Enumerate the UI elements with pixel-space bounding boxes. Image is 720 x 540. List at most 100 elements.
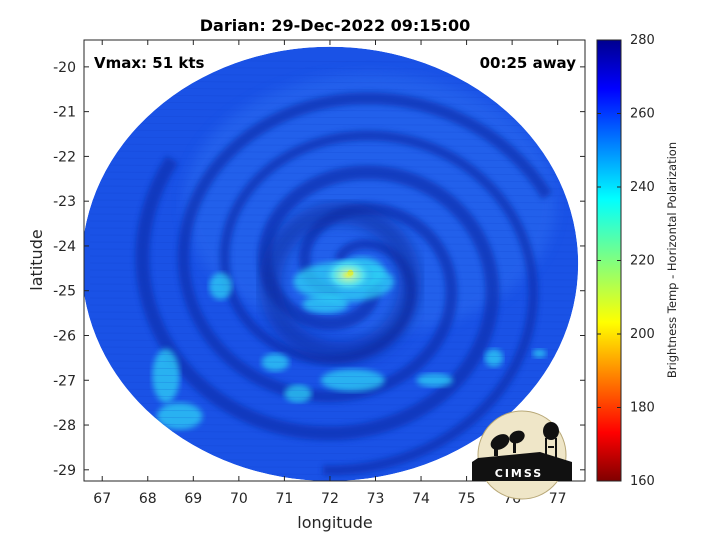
scan-stripe <box>89 262 585 267</box>
x-axis-label: longitude <box>297 513 372 532</box>
colorbar-tick-label: 200 <box>630 327 655 342</box>
scan-stripe <box>89 276 585 281</box>
water-tower-icon <box>543 422 559 462</box>
y-tick-label: -21 <box>53 105 76 121</box>
y-tick-label: -27 <box>53 373 76 389</box>
axes-box <box>83 39 586 482</box>
y-tick-label: -25 <box>53 284 76 300</box>
scan-stripe <box>89 374 585 379</box>
colorbar-label: Brightness Temp - Horizontal Polarizatio… <box>665 142 679 378</box>
y-tick-label: -23 <box>53 194 76 210</box>
warm-feature <box>320 369 385 392</box>
scan-stripe <box>89 108 585 113</box>
scan-stripe <box>89 395 585 400</box>
scan-stripe <box>89 311 585 316</box>
x-tick-label: 69 <box>184 491 202 507</box>
y-tick-label: -28 <box>53 418 76 434</box>
y-tick-label: -24 <box>53 239 76 255</box>
y-tick-label: -26 <box>53 328 76 344</box>
scan-stripe <box>89 367 585 372</box>
scan-stripe <box>89 220 585 225</box>
x-tick-label: 77 <box>549 491 567 507</box>
scan-stripe <box>89 346 585 351</box>
scan-stripe <box>89 304 585 309</box>
logo-text: CIMSS <box>495 467 543 480</box>
scan-stripe <box>89 353 585 358</box>
colorbar-tick-label: 160 <box>630 474 655 489</box>
scan-stripe <box>89 381 585 386</box>
eyewall-ring <box>259 202 422 365</box>
warm-feature <box>261 353 289 372</box>
scan-stripe <box>89 115 585 120</box>
warm-feature <box>484 348 504 367</box>
scan-stripe <box>89 360 585 365</box>
scan-stripe <box>89 409 585 414</box>
scan-stripe <box>89 143 585 148</box>
scan-stripe <box>89 269 585 274</box>
scan-stripe <box>89 192 585 197</box>
colorbar-tick-label: 220 <box>630 254 655 269</box>
x-tick-label: 74 <box>412 491 430 507</box>
warm-feature <box>416 373 453 387</box>
vmax-annotation: Vmax: 51 kts <box>94 54 204 72</box>
scan-stripe <box>89 164 585 169</box>
scan-stripe <box>89 255 585 260</box>
x-tick-label: 68 <box>139 491 157 507</box>
scan-stripe <box>89 332 585 337</box>
scan-stripe <box>89 206 585 211</box>
warm-feature <box>302 295 349 314</box>
scan-stripe <box>89 283 585 288</box>
y-tick-label: -29 <box>53 463 76 479</box>
time-away-annotation: 00:25 away <box>480 54 577 72</box>
x-tick-label: 71 <box>275 491 293 507</box>
spiral-band <box>177 92 553 403</box>
colorbar: 160 180 200 220 240 260 280 Brightness Temp - … <box>596 33 679 489</box>
scan-stripe <box>89 129 585 134</box>
colorbar-tick-label: 260 <box>630 107 655 122</box>
y-tick-label: -22 <box>53 149 76 165</box>
scan-stripe <box>89 171 585 176</box>
scan-stripe <box>89 234 585 239</box>
scan-stripe <box>89 213 585 218</box>
scan-stripe <box>89 178 585 183</box>
scan-stripe <box>89 136 585 141</box>
scan-stripe <box>89 248 585 253</box>
satellite-dish-icon <box>490 430 525 456</box>
x-axis-ticks: 67 68 69 70 71 72 73 74 75 76 77 <box>93 40 567 507</box>
scan-stripe <box>89 227 585 232</box>
warm-feature <box>152 348 180 403</box>
x-tick-label: 72 <box>321 491 339 507</box>
chart-title: Darian: 29-Dec-2022 09:15:00 <box>200 16 470 35</box>
colorbar-tick-label: 240 <box>630 180 655 195</box>
warm-feature <box>209 272 233 300</box>
warm-feature <box>156 402 203 430</box>
spiral-band <box>135 155 500 441</box>
brightness-temp-swath <box>84 40 585 481</box>
scan-stripe <box>89 122 585 127</box>
scan-stripe <box>89 318 585 323</box>
colorbar-tick-label: 280 <box>630 33 655 48</box>
scan-stripe <box>89 157 585 162</box>
x-tick-label: 70 <box>230 491 248 507</box>
scan-stripe <box>89 339 585 344</box>
y-tick-label: -20 <box>53 60 76 76</box>
x-tick-label: 75 <box>458 491 476 507</box>
scan-stripe <box>89 402 585 407</box>
storm-eye <box>322 257 375 294</box>
scan-stripe <box>89 199 585 204</box>
warm-feature <box>532 348 547 358</box>
scan-stripe <box>89 325 585 330</box>
y-axis-ticks: -20 -21 -22 -23 -24 -25 -26 -27 -28 -29 <box>53 60 585 479</box>
y-axis-label: latitude <box>27 229 46 290</box>
cimss-logo: CIMSS <box>472 410 572 500</box>
x-tick-label: 67 <box>93 491 111 507</box>
colorbar-ticks: 160 180 200 220 240 260 280 <box>597 33 655 489</box>
x-tick-label: 73 <box>367 491 385 507</box>
scan-stripe <box>89 388 585 393</box>
scan-stripe <box>89 290 585 295</box>
scan-stripe <box>89 185 585 190</box>
scan-stripe <box>89 241 585 246</box>
scan-stripe <box>89 297 585 302</box>
